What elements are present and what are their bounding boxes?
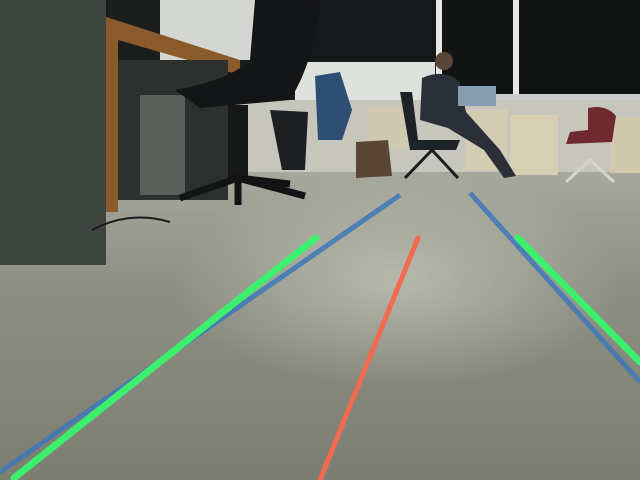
lane-right bbox=[514, 234, 640, 366]
jacket bbox=[315, 72, 352, 140]
pillar bbox=[0, 0, 106, 265]
chair-back bbox=[175, 0, 320, 108]
window-frame bbox=[513, 0, 519, 105]
lane-center bbox=[317, 235, 421, 480]
drawer-unit bbox=[140, 95, 185, 195]
chair-post bbox=[228, 105, 248, 180]
lane-boundary-right bbox=[468, 191, 640, 384]
curtain-right bbox=[440, 0, 640, 98]
lane-left bbox=[10, 234, 320, 480]
chair-red bbox=[566, 107, 616, 144]
chair-base bbox=[178, 174, 306, 205]
chair-base bbox=[564, 157, 616, 184]
cabinet bbox=[510, 115, 558, 175]
bag bbox=[356, 140, 392, 178]
laptop bbox=[458, 86, 496, 106]
chair-behind bbox=[270, 110, 308, 170]
chair bbox=[400, 92, 460, 150]
person-head bbox=[435, 52, 453, 70]
chair-base bbox=[403, 147, 460, 180]
person bbox=[420, 73, 516, 178]
cabinet bbox=[610, 118, 640, 173]
cable bbox=[91, 216, 171, 231]
